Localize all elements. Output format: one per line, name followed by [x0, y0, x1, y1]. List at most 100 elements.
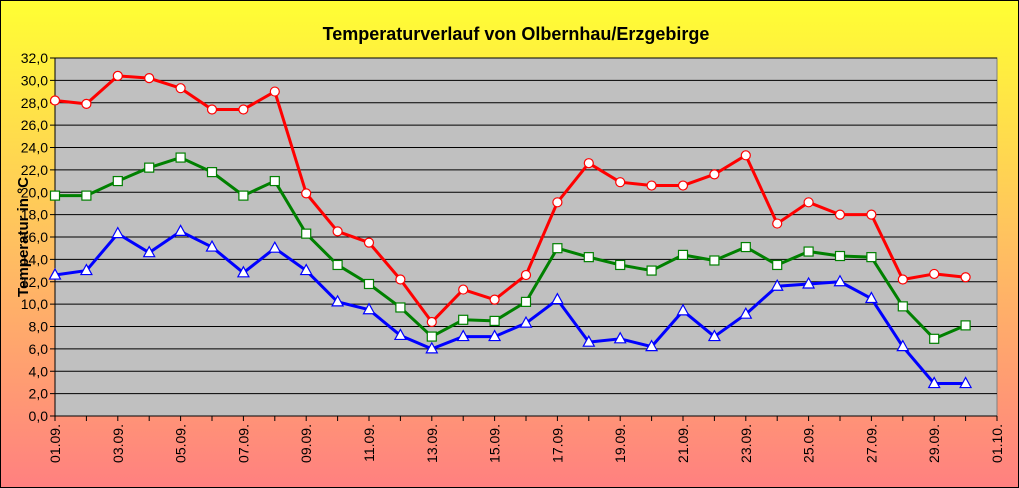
y-tick-label: 18,0 [21, 207, 48, 223]
point [864, 291, 878, 304]
point [803, 246, 814, 257]
point [48, 267, 62, 280]
point [49, 190, 61, 201]
point [834, 250, 846, 262]
point [425, 341, 439, 354]
point [897, 301, 908, 312]
y-tick-label: 16,0 [21, 229, 48, 245]
y-axis-label: Temperatur in °C [15, 177, 32, 297]
point [960, 272, 971, 283]
point [112, 175, 123, 187]
point [646, 180, 657, 191]
chart-title: Temperaturverlauf von Olbernhau/Erzgebir… [323, 24, 710, 44]
point [677, 249, 689, 260]
y-tick-label: 28,0 [21, 95, 48, 111]
point [174, 224, 188, 237]
point [456, 329, 470, 342]
point [236, 265, 250, 278]
x-tick-label: 19.09. [612, 424, 628, 463]
point [866, 252, 877, 263]
point [960, 320, 971, 331]
point [81, 98, 92, 109]
y-tick-label: 20,0 [21, 184, 48, 200]
series-line [55, 156, 967, 341]
point [927, 376, 941, 389]
point [583, 252, 594, 263]
point [79, 263, 93, 276]
y-tick-label: 14,0 [21, 251, 48, 267]
point [49, 95, 61, 106]
point [488, 329, 502, 342]
point [583, 158, 594, 169]
y-tick-label: 22,0 [21, 162, 48, 178]
point [489, 315, 500, 327]
y-tick-label: 8,0 [29, 319, 49, 335]
point [676, 303, 690, 316]
x-tick-label: 23.09. [738, 424, 754, 463]
x-tick-label: 01.10. [989, 424, 1005, 463]
point [269, 175, 280, 187]
point [175, 152, 186, 163]
y-tick-label: 32,0 [21, 50, 48, 66]
point [395, 274, 406, 285]
point [81, 190, 92, 201]
point [332, 259, 343, 271]
point [142, 245, 156, 258]
y-tick-label: 6,0 [29, 341, 49, 357]
point [615, 259, 626, 271]
series-line [54, 229, 966, 386]
point [363, 278, 375, 290]
point [645, 339, 659, 352]
point [834, 209, 846, 220]
point [362, 302, 376, 315]
y-tick-label: 26,0 [21, 117, 48, 133]
point [739, 306, 753, 319]
point [709, 169, 720, 180]
point [613, 331, 627, 344]
y-tick-label: 12,0 [21, 274, 48, 290]
point [426, 316, 437, 328]
point [238, 104, 249, 115]
point [144, 162, 155, 173]
point [458, 284, 469, 295]
x-tick-label: 13.09. [424, 424, 440, 463]
point [393, 328, 407, 341]
x-tick-label: 29.09. [926, 424, 942, 463]
point [206, 167, 218, 178]
point [929, 333, 940, 344]
point [206, 104, 218, 115]
point [677, 180, 689, 191]
y-tick-label: 4,0 [29, 363, 49, 379]
point [897, 274, 908, 285]
point [299, 263, 313, 276]
point [770, 278, 784, 291]
point [520, 269, 532, 281]
x-tick-label: 11.09. [361, 424, 377, 462]
y-tick-label: 10,0 [21, 296, 48, 312]
point [896, 339, 910, 352]
point [929, 268, 940, 280]
x-tick-label: 17.09. [549, 424, 565, 463]
point [707, 329, 721, 342]
x-tick-label: 15.09. [487, 424, 503, 463]
y-tick-label: 2,0 [29, 386, 49, 402]
point [175, 83, 186, 94]
x-tick-label: 21.09. [675, 424, 691, 463]
point [111, 226, 125, 239]
point [301, 188, 312, 199]
point [458, 314, 469, 325]
point [238, 190, 249, 201]
point [550, 292, 564, 305]
point [332, 226, 343, 237]
point [205, 239, 219, 252]
point [331, 294, 345, 307]
point [772, 259, 783, 271]
x-tick-label: 09.09. [298, 424, 314, 463]
point [582, 334, 596, 347]
point [833, 274, 847, 287]
point [268, 240, 282, 253]
y-tick-label: 24,0 [21, 140, 48, 156]
point [615, 177, 626, 188]
x-tick-label: 27.09. [863, 424, 879, 463]
